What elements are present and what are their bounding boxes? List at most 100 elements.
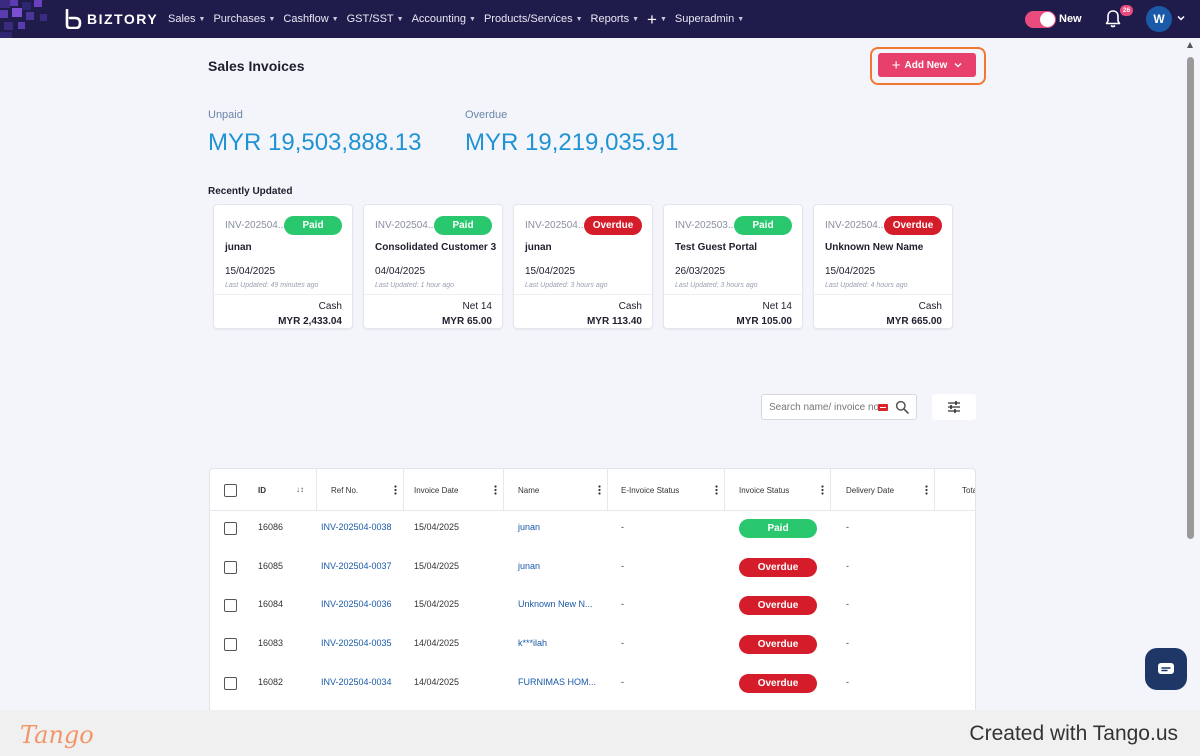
row-checkbox[interactable]: [224, 677, 237, 690]
table-row[interactable]: 16084 INV-202504-0036 15/04/2025 Unknown…: [210, 586, 975, 625]
row-checkbox[interactable]: [224, 522, 237, 535]
column-header-name[interactable]: Name: [518, 469, 607, 511]
recent-invoice-card[interactable]: INV-202504... Overdue Unknown New Name 1…: [813, 204, 953, 329]
cell-ref-no-link[interactable]: INV-202504-0036: [321, 599, 392, 609]
search-input[interactable]: [769, 399, 879, 416]
cell-ref-no-link[interactable]: INV-202504-0034: [321, 677, 392, 687]
recent-invoice-card[interactable]: INV-202503... Paid Test Guest Portal 26/…: [663, 204, 803, 329]
column-menu-icon[interactable]: [394, 485, 397, 495]
cell-name-link[interactable]: Unknown New N...: [518, 599, 593, 609]
tango-logo: Tango: [20, 721, 94, 749]
menu-sales-label: Sales: [168, 13, 196, 25]
menu-cashflow-label: Cashflow: [283, 13, 329, 25]
chevron-down-icon[interactable]: [1176, 13, 1186, 23]
cell-name-link[interactable]: junan: [518, 561, 541, 571]
cell-e-invoice-status: -: [621, 561, 624, 571]
overdue-value: MYR 19,219,035.91: [465, 129, 679, 156]
recent-invoice-card[interactable]: INV-202504... Overdue junan 15/04/2025 L…: [513, 204, 653, 329]
cell-ref-no-link[interactable]: INV-202504-0037: [321, 561, 392, 571]
menu-purchases-label: Purchases: [213, 13, 266, 25]
card-invoice-no: INV-202504...: [225, 220, 287, 231]
filter-button[interactable]: [932, 394, 976, 420]
add-new-button[interactable]: + Add New: [878, 53, 976, 77]
card-date: 15/04/2025: [225, 266, 276, 277]
new-ui-toggle[interactable]: [1025, 11, 1056, 28]
card-date: 04/04/2025: [375, 266, 426, 277]
status-badge: Paid: [739, 519, 817, 538]
recent-invoice-card[interactable]: INV-202504... Paid Consolidated Customer…: [363, 204, 503, 329]
brand-logo[interactable]: BIZTORY: [64, 9, 158, 29]
cell-name-link[interactable]: k***ilah: [518, 638, 548, 648]
recent-invoice-card[interactable]: INV-202504... Paid junan 15/04/2025 Last…: [213, 204, 353, 329]
menu-purchases[interactable]: Purchases ▼: [213, 13, 275, 25]
sort-desc-icon[interactable]: ↓↕: [296, 485, 304, 494]
chat-icon: [1158, 663, 1174, 674]
menu-accounting[interactable]: Accounting ▼: [412, 13, 476, 25]
column-menu-icon[interactable]: [598, 485, 601, 495]
menu-gst-sst-label: GST/SST: [346, 13, 394, 25]
toggle-knob: [1040, 12, 1055, 27]
chevron-down-icon: [954, 63, 962, 68]
sliders-icon: [948, 401, 960, 413]
cell-delivery-date: -: [846, 522, 849, 532]
card-amount: MYR 65.00: [441, 316, 492, 327]
menu-quick-add[interactable]: + ▼: [647, 11, 667, 28]
table-row[interactable]: 16086 INV-202504-0038 15/04/2025 junan -…: [210, 509, 975, 548]
column-divider: [724, 469, 725, 511]
recently-updated-title: Recently Updated: [208, 186, 293, 197]
column-header-id[interactable]: ID ↓↕: [258, 469, 316, 511]
column-divider: [503, 469, 504, 511]
column-header-ref-no[interactable]: Ref No.: [331, 469, 403, 511]
table-row[interactable]: 16085 INV-202504-0037 15/04/2025 junan -…: [210, 548, 975, 587]
column-menu-icon[interactable]: [494, 485, 497, 495]
menu-products-services[interactable]: Products/Services ▼: [484, 13, 583, 25]
cell-e-invoice-status: -: [621, 599, 624, 609]
plus-icon: +: [891, 56, 901, 74]
column-menu-icon[interactable]: [715, 485, 718, 495]
brand-name: BIZTORY: [87, 11, 159, 27]
card-date: 15/04/2025: [525, 266, 576, 277]
table-row[interactable]: 16083 INV-202504-0035 14/04/2025 k***ila…: [210, 625, 975, 664]
row-checkbox[interactable]: [224, 599, 237, 612]
keyboard-icon: [878, 404, 888, 411]
cell-ref-no-link[interactable]: INV-202504-0035: [321, 638, 392, 648]
cell-name-link[interactable]: junan: [518, 522, 541, 532]
column-header-delivery-date[interactable]: Delivery Date: [846, 469, 934, 511]
status-badge: Overdue: [739, 635, 817, 654]
row-checkbox[interactable]: [224, 561, 237, 574]
cell-ref-no-link[interactable]: INV-202504-0038: [321, 522, 392, 532]
bell-icon[interactable]: [1104, 9, 1122, 29]
column-header-invoice-date[interactable]: Invoice Date: [414, 469, 503, 511]
scrollbar-thumb[interactable]: [1187, 57, 1194, 539]
menu-sales[interactable]: Sales ▼: [168, 13, 205, 25]
invoices-table: ID ↓↕ Ref No. Invoice Date Name E-Invoic…: [209, 468, 976, 718]
column-menu-icon[interactable]: [821, 485, 824, 495]
menu-gst-sst[interactable]: GST/SST ▼: [347, 13, 404, 25]
card-amount: MYR 2,433.04: [278, 316, 342, 327]
column-header-total[interactable]: Tota: [962, 469, 975, 511]
search-box: [761, 394, 917, 420]
row-checkbox[interactable]: [224, 638, 237, 651]
column-header-invoice-status[interactable]: Invoice Status: [739, 469, 830, 511]
column-header-e-invoice-status[interactable]: E-Invoice Status: [621, 469, 724, 511]
menu-cashflow[interactable]: Cashflow ▼: [283, 13, 338, 25]
column-menu-icon[interactable]: [925, 485, 928, 495]
search-icon[interactable]: [895, 400, 909, 414]
page-title: Sales Invoices: [208, 58, 305, 74]
cell-name-link[interactable]: FURNIMAS HOM...: [518, 677, 596, 687]
cell-e-invoice-status: -: [621, 522, 624, 532]
table-row[interactable]: 16082 INV-202504-0034 14/04/2025 FURNIMA…: [210, 664, 975, 703]
column-divider: [830, 469, 831, 511]
scroll-up-arrow[interactable]: [1187, 42, 1193, 48]
card-date: 26/03/2025: [675, 266, 726, 277]
menu-superadmin[interactable]: Superadmin ▼: [675, 13, 744, 25]
menu-reports[interactable]: Reports ▼: [591, 13, 639, 25]
user-avatar[interactable]: W: [1146, 6, 1172, 32]
status-badge: Overdue: [739, 674, 817, 693]
menu-reports-label: Reports: [590, 13, 630, 25]
select-all-checkbox[interactable]: [224, 484, 237, 497]
chat-support-button[interactable]: [1145, 648, 1187, 690]
card-last-updated: Last Updated: 3 hours ago: [525, 282, 608, 289]
card-customer-name: junan: [225, 242, 252, 253]
card-divider: [214, 294, 352, 295]
